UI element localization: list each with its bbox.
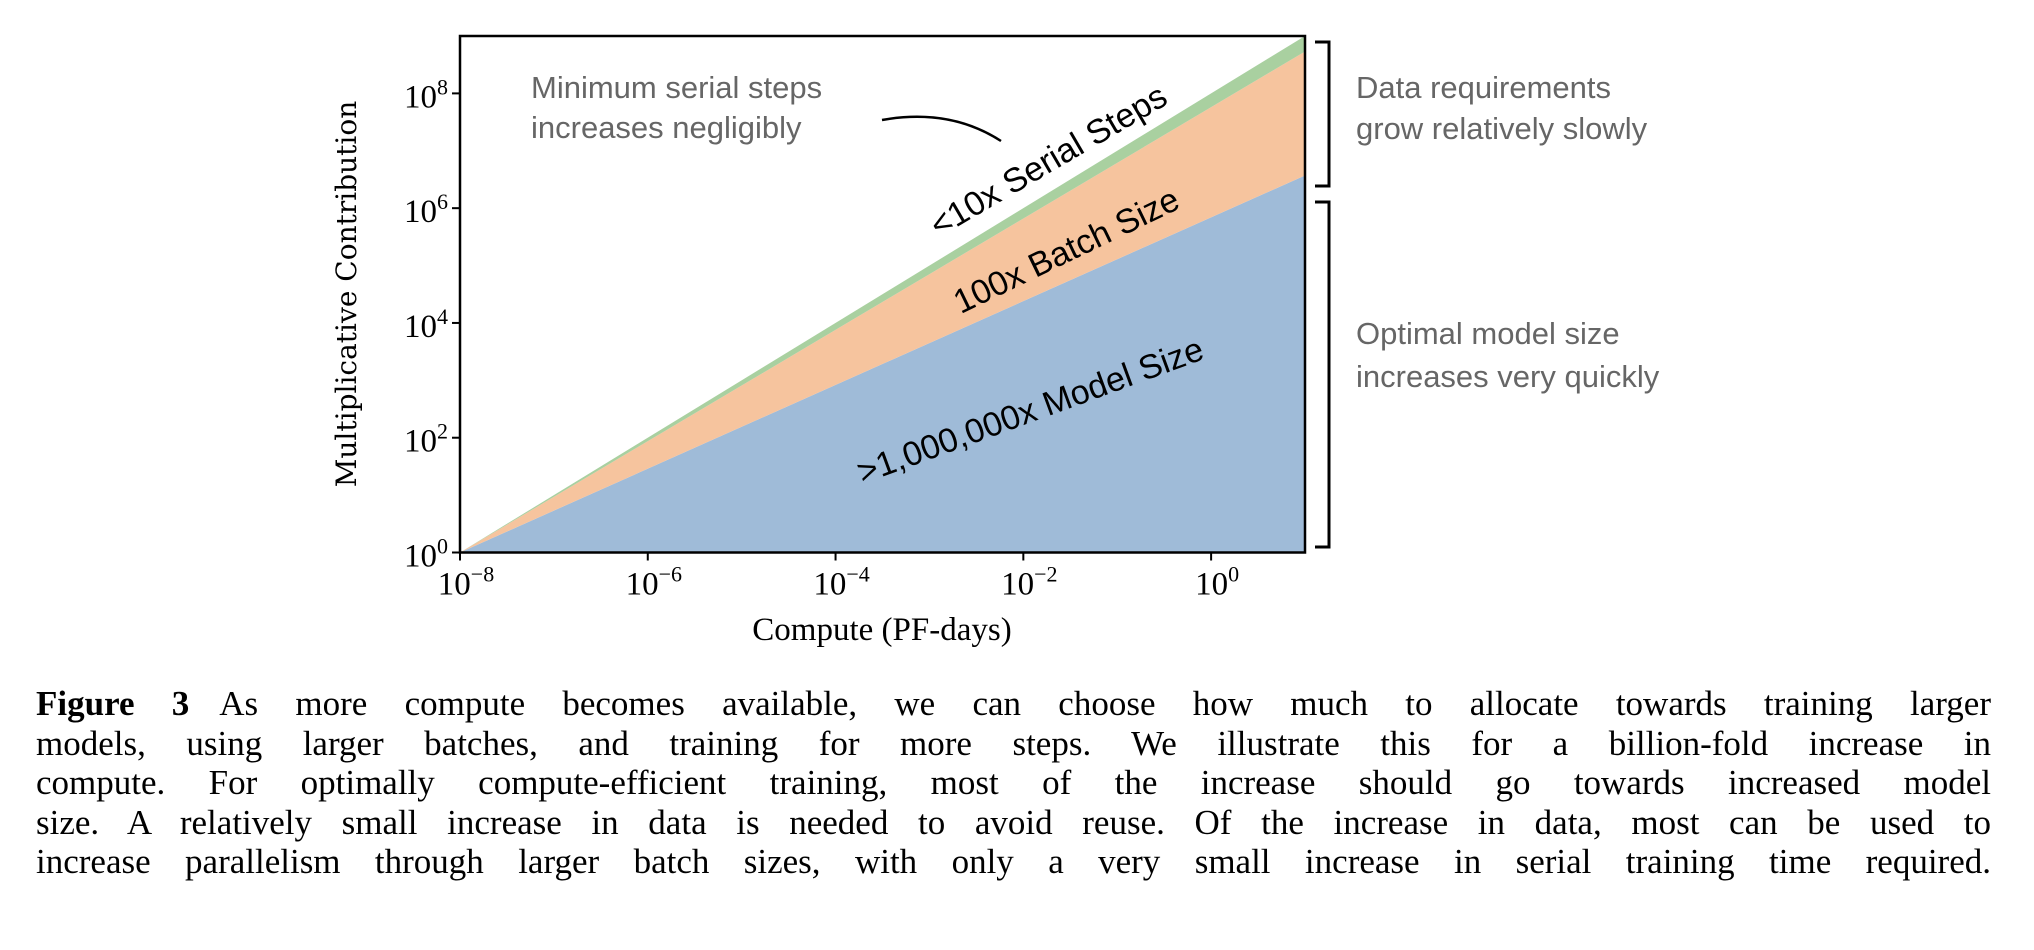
serial-note-line1: Minimum serial steps	[531, 70, 822, 105]
model-bracket	[1315, 200, 1331, 549]
axis-ticks: 10−8 10−6 10−4 10−2 100 100 102 104 106 108	[404, 74, 1239, 602]
serial-note-line2: increases negligibly	[531, 110, 802, 145]
plot-frame	[458, 34, 1307, 554]
annotation-arrow	[881, 115, 1002, 143]
model-note-line1: Optimal model size	[1356, 316, 1620, 351]
x-tick-label: 10−6	[626, 562, 682, 603]
caption-line: size. A relatively small increase in dat…	[36, 802, 1991, 842]
caption-line: compute. For optimally compute-efficient…	[36, 763, 1991, 802]
figure-caption: Figure 3 As more compute becomes availabl…	[36, 684, 1991, 882]
y-axis-label: Multiplicative Contribution	[330, 101, 363, 488]
x-axis-label: Compute (PF-days)	[752, 612, 1011, 648]
x-tick-label: 100	[1195, 562, 1239, 603]
model-note-line2: increases very quickly	[1356, 359, 1660, 394]
area-serial-steps	[460, 36, 1305, 553]
data-bracket	[1315, 40, 1331, 188]
x-tick-label: 10−4	[813, 562, 869, 603]
x-tick-label: 10−8	[438, 562, 494, 603]
caption-text: As more compute becomes available, we ca…	[219, 684, 1991, 723]
data-note-line1: Data requirements	[1356, 70, 1611, 105]
figure-label: Figure 3	[36, 684, 190, 723]
x-tick-label: 10−2	[1001, 562, 1057, 603]
y-tick-label: 108	[404, 74, 448, 115]
figure-chart: 10−8 10−6 10−4 10−2 100 100 102 104 106 108 Multi…	[330, 34, 1660, 648]
caption-line: models, using larger batches, and traini…	[36, 723, 1991, 763]
caption-line: Figure 3 As more compute becomes availabl…	[36, 684, 1991, 724]
y-tick-label: 102	[404, 419, 448, 460]
stacked-areas	[460, 36, 1305, 553]
data-note-line2: grow relatively slowly	[1356, 111, 1648, 146]
y-tick-label: 104	[404, 304, 448, 345]
y-tick-label: 100	[404, 534, 448, 575]
y-tick-label: 106	[404, 189, 448, 230]
caption-line: increase parallelism through larger batc…	[36, 842, 1991, 881]
